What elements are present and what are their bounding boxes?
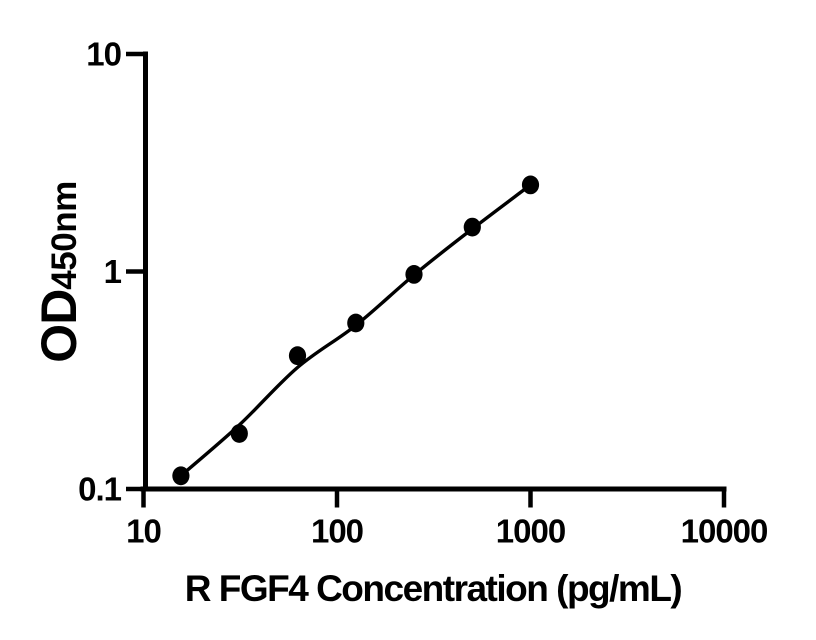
data-point xyxy=(463,217,481,237)
plot-area: 0.1 1 10 10 100 1000 10000 xyxy=(78,36,768,550)
data-point xyxy=(230,424,248,443)
data-point xyxy=(347,313,365,333)
x-tick-label: 10000 xyxy=(681,513,768,550)
data-point xyxy=(521,175,540,195)
x-tick-label: 1000 xyxy=(496,513,565,550)
x-axis-title: R FGF4 Concentration (pg/mL) xyxy=(185,568,682,609)
data-point xyxy=(405,265,423,284)
y-axis-title-main: OD xyxy=(31,290,87,363)
data-point xyxy=(288,346,307,366)
y-axis-title-subscript: 450nm xyxy=(45,181,84,289)
x-tick-label: 10 xyxy=(126,513,161,550)
y-tick-label: 10 xyxy=(86,36,121,73)
x-tick-label: 100 xyxy=(311,513,363,550)
data-point xyxy=(172,466,190,486)
y-tick-label: 1 xyxy=(104,253,122,290)
y-tick-label: 0.1 xyxy=(78,471,122,508)
y-axis-title: OD450nm xyxy=(31,181,87,362)
